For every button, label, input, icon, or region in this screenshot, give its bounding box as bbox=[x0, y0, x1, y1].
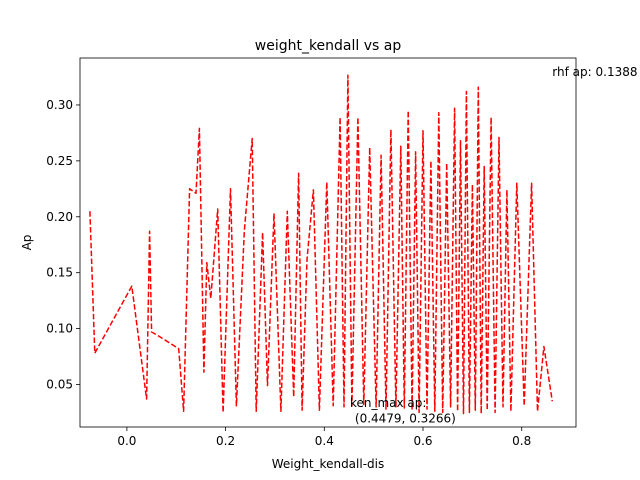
y-tick-label: 0.20 bbox=[46, 210, 73, 224]
x-tick-label: 0.2 bbox=[216, 434, 235, 448]
y-tick-label: 0.25 bbox=[46, 154, 73, 168]
x-tick-label: 0.0 bbox=[117, 434, 136, 448]
series-line-0 bbox=[89, 74, 554, 415]
y-axis-label: Ap bbox=[20, 235, 34, 251]
plot-area bbox=[79, 57, 577, 428]
x-tick-label: 0.6 bbox=[413, 434, 432, 448]
annotation-1: ken_max ap: bbox=[350, 396, 426, 410]
plot-frame bbox=[79, 57, 577, 428]
x-tick-label: 0.4 bbox=[315, 434, 334, 448]
data-layer bbox=[89, 74, 554, 415]
annotation-0: rhf ap: 0.1388 bbox=[552, 65, 637, 79]
annotations: rhf ap: 0.1388 ken_max ap: (0.4479, 0.3266… bbox=[350, 65, 638, 426]
chart-title: weight_kendall vs ap bbox=[255, 38, 402, 54]
x-tick-label: 0.8 bbox=[512, 434, 531, 448]
y-tick-label: 0.10 bbox=[46, 322, 73, 336]
annotation-2: (0.4479, 0.3266) bbox=[355, 412, 456, 426]
x-axis-label: Weight_kendall-dis bbox=[272, 457, 385, 471]
y-axis: 0.05 0.10 0.15 0.20 0.25 0.30 bbox=[46, 98, 80, 392]
y-tick-label: 0.30 bbox=[46, 98, 73, 112]
y-tick-label: 0.15 bbox=[46, 266, 73, 280]
y-tick-label: 0.05 bbox=[46, 378, 73, 392]
x-axis: 0.0 0.2 0.4 0.6 0.8 bbox=[117, 427, 531, 448]
